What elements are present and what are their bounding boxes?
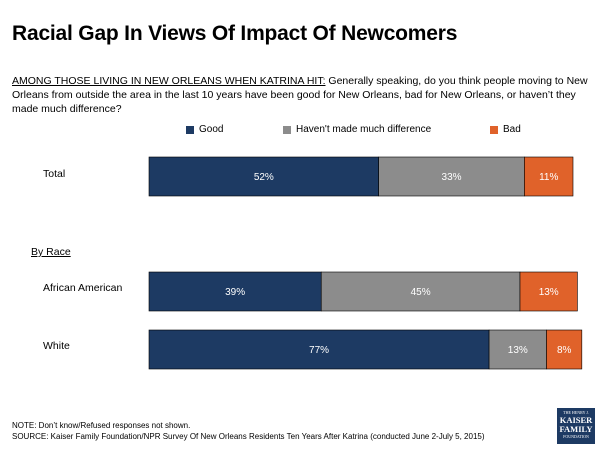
legend-label-no-difference: Haven't made much difference — [296, 124, 432, 135]
legend-swatch-no-difference — [283, 125, 291, 134]
bar-total-bad — [524, 156, 574, 197]
data-label-african-american-haven-t-made-much-difference: 45% — [411, 287, 431, 298]
data-label-total-bad: 11% — [539, 172, 558, 183]
row-label-white: White — [43, 340, 70, 352]
legend-swatch-bad — [490, 125, 498, 134]
footnote: NOTE: Don’t know/Refused responses not s… — [12, 420, 485, 442]
data-label-total-good: 52% — [254, 172, 274, 183]
legend-swatch-good — [186, 125, 194, 134]
bar-african-american-bad — [519, 271, 578, 312]
footnote-note: NOTE: Don’t know/Refused responses not s… — [12, 421, 191, 430]
bar-white-good — [148, 329, 490, 370]
chart-title: Racial Gap In Views Of Impact Of Newcome… — [12, 22, 458, 45]
legend-item-no-difference: Haven't made much difference — [283, 124, 431, 135]
data-label-total-haven-t-made-much-difference: 33% — [442, 172, 462, 183]
question-text: Generally speaking, do you think people … — [12, 75, 588, 115]
legend-label-bad: Bad — [503, 124, 521, 135]
logo-line-3: FAMILY — [559, 424, 593, 434]
kff-logo: THE HENRY J. KAISER FAMILY FOUNDATION — [557, 408, 595, 444]
footnote-source: SOURCE: Kaiser Family Foundation/NPR Sur… — [12, 432, 485, 441]
question-lead: AMONG THOSE LIVING IN NEW ORLEANS WHEN K… — [12, 75, 326, 87]
data-label-white-haven-t-made-much-difference: 13% — [508, 345, 528, 356]
bar-total-haven-t-made-much-difference — [378, 156, 525, 197]
survey-question: AMONG THOSE LIVING IN NEW ORLEANS WHEN K… — [12, 74, 592, 116]
logo-line-4: FOUNDATION — [563, 434, 589, 439]
data-label-white-bad: 8% — [557, 345, 572, 356]
legend-item-good: Good — [186, 124, 223, 135]
data-label-african-american-good: 39% — [225, 287, 245, 298]
bar-total-good — [148, 156, 379, 197]
row-label-african-american: African American — [43, 282, 123, 294]
legend-item-bad: Bad — [490, 124, 521, 135]
group-label-by-race: By Race — [31, 246, 71, 258]
legend-label-good: Good — [199, 124, 224, 135]
data-label-african-american-bad: 13% — [539, 287, 559, 298]
bar-white-bad — [546, 329, 583, 370]
data-label-white-good: 77% — [309, 345, 329, 356]
row-label-total: Total — [43, 168, 66, 180]
bar-white-haven-t-made-much-difference — [488, 329, 547, 370]
logo-line-1: THE HENRY J. — [563, 410, 589, 415]
logo-line-2: KAISER — [559, 415, 593, 425]
bar-african-american-good — [148, 271, 322, 312]
